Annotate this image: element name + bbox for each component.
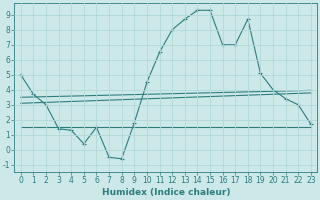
X-axis label: Humidex (Indice chaleur): Humidex (Indice chaleur) bbox=[101, 188, 230, 197]
